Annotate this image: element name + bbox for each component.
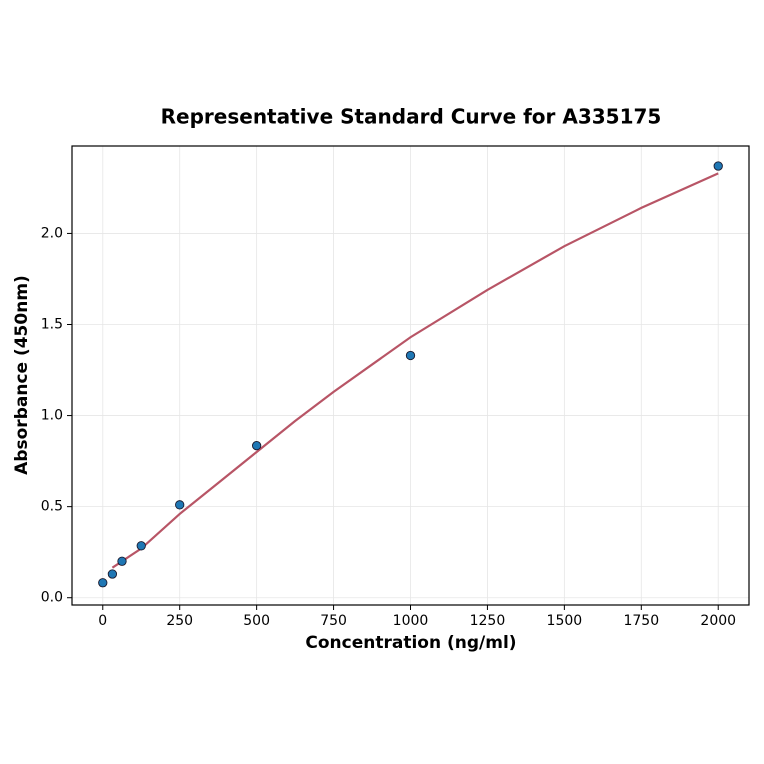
x-tick-label: 1000 — [393, 613, 429, 629]
y-tick-label: 0.5 — [41, 499, 63, 515]
x-tick-label: 1750 — [623, 613, 659, 629]
data-point — [175, 500, 185, 510]
data-point — [98, 578, 108, 588]
data-point — [136, 541, 146, 551]
data-point — [405, 350, 416, 361]
x-tick-label: 250 — [166, 613, 193, 629]
y-axis-label: Absorbance (450nm) — [12, 275, 32, 475]
plot-frame — [71, 145, 750, 606]
fit-curve — [111, 172, 719, 569]
y-tick-label: 2.0 — [41, 225, 63, 241]
x-tick-label: 0 — [98, 613, 107, 629]
x-tick-label: 1250 — [470, 613, 506, 629]
chart-title: Representative Standard Curve for A33517… — [161, 105, 662, 129]
data-point — [251, 440, 262, 451]
x-tick-label: 1500 — [547, 613, 583, 629]
y-tick-label: 1.5 — [41, 317, 63, 333]
y-tick-label: 0.0 — [41, 590, 63, 606]
data-point — [107, 569, 118, 579]
x-tick-label: 500 — [243, 613, 270, 629]
data-point — [713, 161, 723, 171]
y-tick-label: 1.0 — [41, 408, 63, 424]
data-point — [117, 556, 127, 566]
x-tick-label: 2000 — [700, 613, 736, 629]
x-axis-label: Concentration (ng/ml) — [305, 633, 516, 653]
x-tick-label: 750 — [320, 613, 347, 629]
